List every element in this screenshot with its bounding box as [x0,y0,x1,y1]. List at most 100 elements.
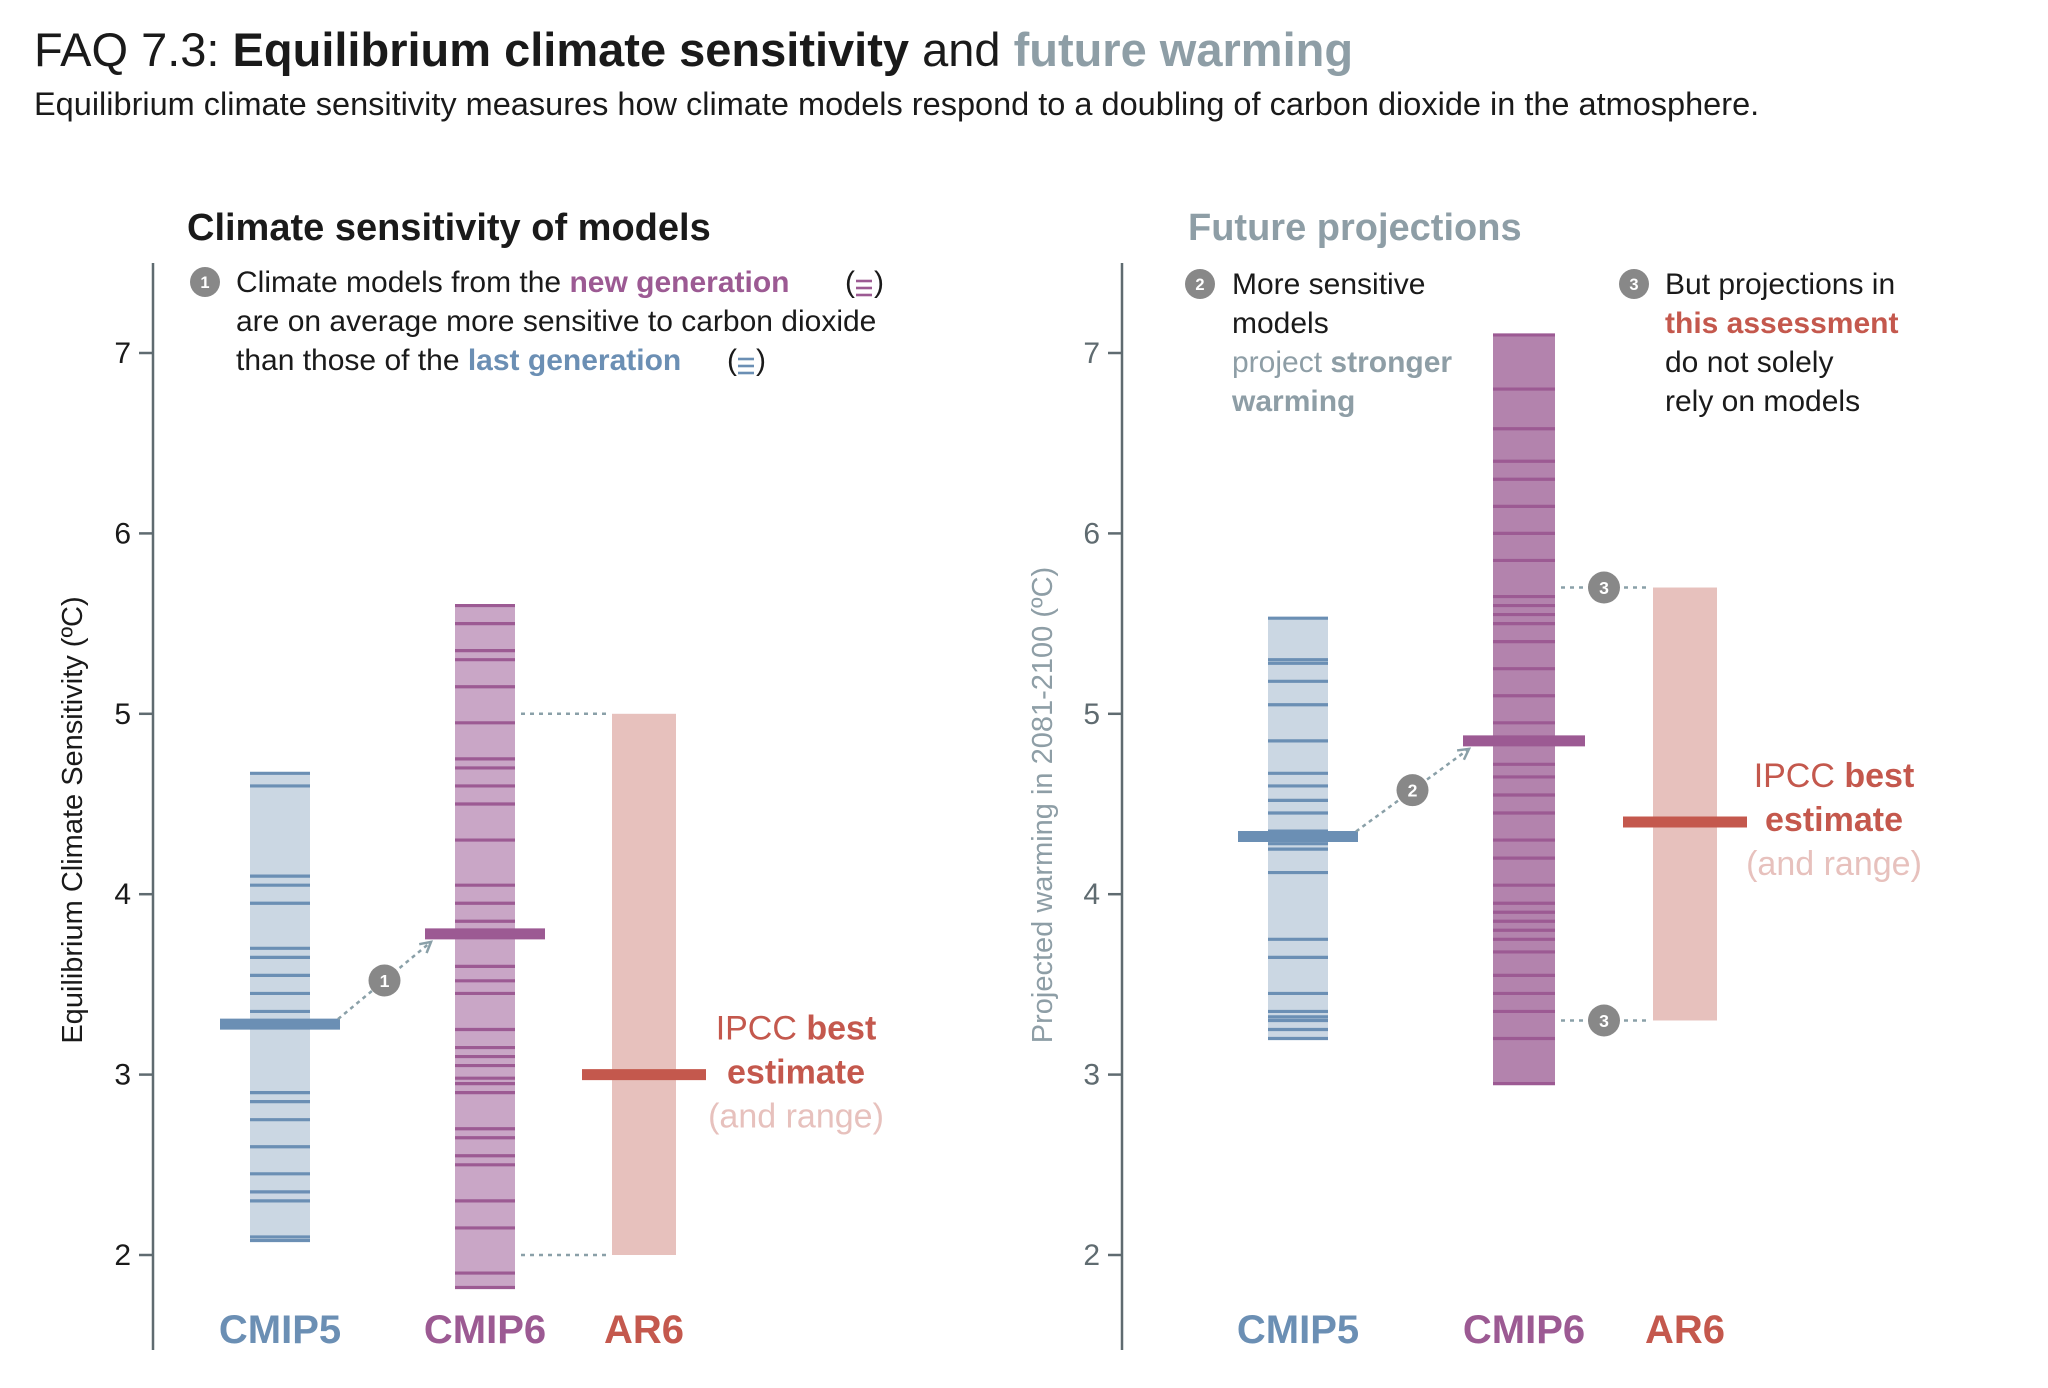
right-tick-label-6: 6 [1083,517,1100,550]
right-ipcc-label-line2: estimate [1765,801,1903,839]
right-category-cmip6-part: CMIP6 [1463,1308,1585,1352]
annotation3-line2-part: this assessment [1665,307,1898,340]
right-tick-label-5: 5 [1083,698,1100,731]
left-tick-label-6-part: 6 [114,517,131,550]
right-category-cmip5: CMIP5 [1237,1308,1359,1352]
right-cmip5-range [1268,618,1328,1039]
left-ar6-range [612,713,676,1255]
left-arrow-head [418,940,434,954]
annotation1-line3: than those of the last generation [236,344,681,377]
right-ar6-range [1653,587,1717,1021]
right-tick-label-5-part: 5 [1083,698,1100,731]
left-ipcc-label-line1: IPCC best [716,1010,877,1048]
left-category-cmip5: CMIP5 [219,1308,341,1352]
left-tick-label-3: 3 [114,1059,131,1092]
left-category-cmip6-part: CMIP6 [424,1308,546,1352]
annotation1-line3-part: last generation [468,344,681,377]
left-category-cmip5-part: CMIP5 [219,1308,341,1352]
left-title: Climate sensitivity of models [187,207,711,249]
last-generation-legend-icon-paren-close: ) [756,344,766,377]
left-tick-label-3-part: 3 [114,1059,131,1092]
right-tick-label-4-part: 4 [1083,878,1100,911]
last-generation-legend-icon [738,357,754,375]
right-ipcc-label-line1: IPCC best [1754,757,1915,795]
annotation3-badge-number-part: 3 [1629,276,1638,294]
annotation3-line1: But projections in [1665,268,1895,301]
right-category-ar6: AR6 [1645,1308,1725,1352]
new-generation-legend-icon-paren-close: ) [874,266,884,299]
right-y-label: Projected warming in 2081-2100 (ºC) [1027,567,1059,1043]
right-ipcc-label-line1-part: IPCC [1754,757,1845,795]
right-connector-badge-1-number-part: 3 [1599,1011,1609,1031]
right-ipcc-label-line3: (and range) [1746,845,1922,883]
annotation2-line3-part: project [1232,346,1330,379]
annotation2-badge-circle [1185,269,1215,299]
annotation2-badge-number: 2 [1195,276,1204,294]
annotation3-line3: do not solely [1665,346,1833,379]
annotation2-badge-number-part: 2 [1195,276,1204,294]
left-cmip6-range [455,605,515,1288]
annotation1-badge-number: 1 [200,274,209,292]
left-ipcc-label-line1-part: best [806,1010,876,1048]
annotation3-line1-part: But projections in [1665,268,1895,301]
left-tick-label-5-part: 5 [114,698,131,731]
left-tick-label-4-part: 4 [114,878,131,911]
right-title-part: Future projections [1188,207,1522,249]
annotation3-line2: this assessment [1665,307,1898,340]
annotation1-line1-part: new generation [569,266,789,299]
left-y-label-part: Equilibrium Climate Sensitivity (ºC) [57,596,89,1043]
right-arrow-badge-number: 2 [1408,781,1418,801]
annotation2-line2: models [1232,307,1329,340]
left-ipcc-label-line3-part: (and range) [708,1098,884,1136]
right-title: Future projections [1188,207,1522,249]
right-ipcc-label-line2-part: estimate [1765,801,1903,839]
left-arrow-badge-number: 1 [380,971,390,991]
title-gray: future warming [1013,23,1354,76]
right-tick-label-3-part: 3 [1083,1059,1100,1092]
annotation2-line3: project stronger [1232,346,1452,379]
left-ipcc-label-line2-part: estimate [727,1054,865,1092]
new-generation-legend-icon-paren-open: ( [845,266,855,299]
last-generation-legend-icon-paren-close-part: ) [756,344,766,377]
page-subtitle: Equilibrium climate sensitivity measures… [34,86,1760,122]
title-and: and [922,23,1001,76]
page-title: FAQ 7.3: Equilibrium climate sensitivity… [34,18,2024,82]
right-ipcc-label-line3-part: (and range) [1746,845,1922,883]
last-generation-legend-icon-paren-open: ( [727,344,737,377]
left-category-cmip6: CMIP6 [424,1308,546,1352]
annotation1-badge-number-part: 1 [200,274,209,292]
left-tick-label-2: 2 [114,1239,131,1272]
new-generation-legend-icon-paren-close-part: ) [874,266,884,299]
last-generation-legend-icon-paren-open-part: ( [727,344,737,377]
annotation2-line1-part: More sensitive [1232,268,1425,301]
annotation3-badge-circle [1619,269,1649,299]
annotation1-line3-part: than those of the [236,344,468,377]
left-tick-label-4: 4 [114,878,131,911]
right-connector-badge-1-number: 3 [1599,1011,1609,1031]
left-category-ar6: AR6 [604,1308,684,1352]
right-tick-label-7: 7 [1083,337,1100,370]
left-arrow-badge-circle [368,964,401,997]
annotation3-line3-part: do not solely [1665,346,1833,379]
left-tick-label-6: 6 [114,517,131,550]
left-tick-label-7-part: 7 [114,337,131,370]
annotation1-line2: are on average more sensitive to carbon … [236,305,876,338]
right-connector-badge-0-circle [1588,571,1620,604]
annotation1-line1: Climate models from the new generation [236,266,790,299]
right-connector-badge-0-number: 3 [1599,578,1609,598]
right-category-ar6-part: AR6 [1645,1308,1725,1352]
annotation3-line4-part: rely on models [1665,385,1860,418]
annotation2-line3-part: stronger [1330,346,1452,379]
right-tick-label-7-part: 7 [1083,337,1100,370]
left-tick-label-2-part: 2 [114,1239,131,1272]
right-y-label-part: Projected warming in 2081-2100 (ºC) [1027,567,1059,1043]
left-arrow-badge-number-part: 1 [380,971,390,991]
right-ipcc-label-line1-part: best [1844,757,1914,795]
annotation2-line2-part: models [1232,307,1329,340]
right-cmip6-range [1493,334,1555,1084]
annotation1-badge-circle [190,267,220,297]
right-arrow-badge-number-part: 2 [1408,781,1418,801]
annotation2-line4: warming [1231,385,1355,418]
left-cmip5-range [250,773,310,1241]
